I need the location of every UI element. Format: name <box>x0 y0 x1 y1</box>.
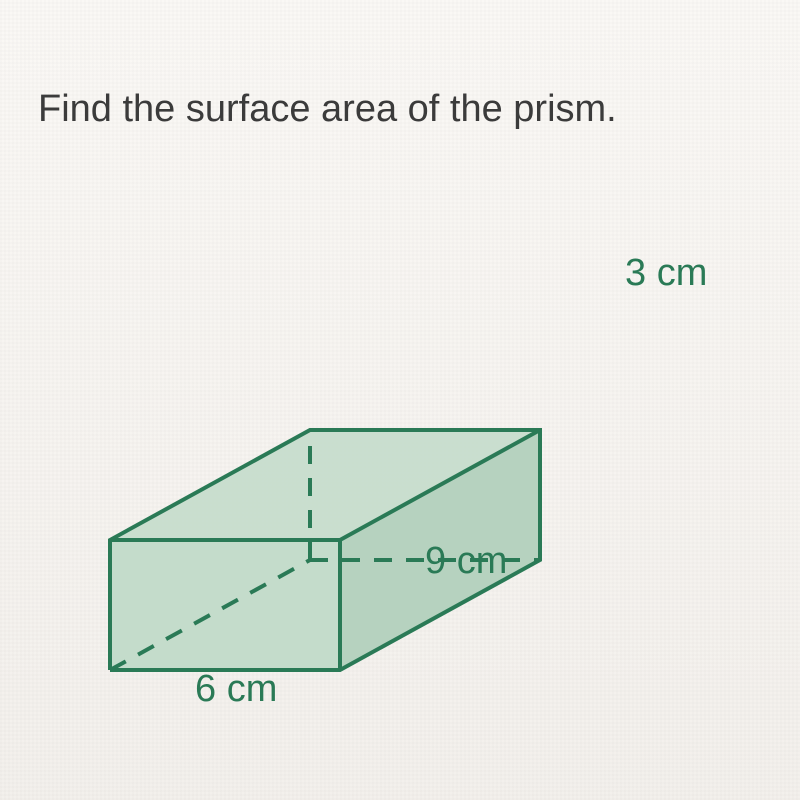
label-height: 3 cm <box>625 252 707 295</box>
label-width: 6 cm <box>195 668 277 711</box>
prism-diagram <box>60 190 620 710</box>
question-text: Find the surface area of the prism. <box>38 88 617 131</box>
label-length: 9 cm <box>425 540 507 583</box>
